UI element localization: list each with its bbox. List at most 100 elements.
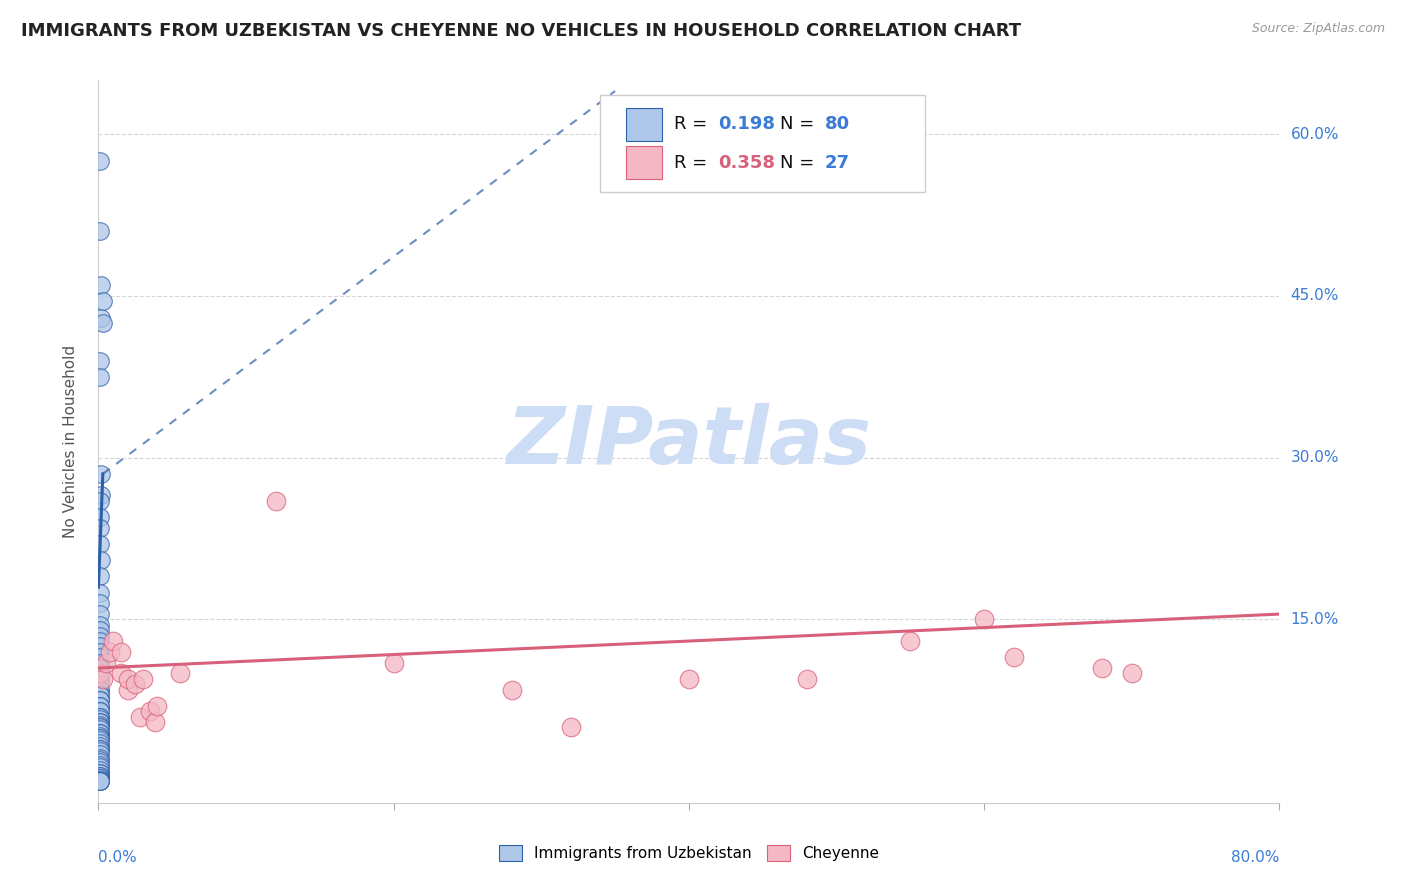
Point	[560, 720, 582, 734]
Text: 30.0%: 30.0%	[1291, 450, 1339, 466]
Text: 0.0%: 0.0%	[98, 850, 138, 864]
Point	[89, 640, 111, 654]
Point	[89, 585, 111, 599]
Point	[1121, 666, 1143, 681]
Point	[90, 310, 112, 325]
Point	[89, 569, 111, 583]
Point	[264, 493, 287, 508]
Text: 60.0%: 60.0%	[1291, 127, 1339, 142]
Point	[89, 672, 111, 686]
Point	[89, 718, 111, 732]
Legend: Immigrants from Uzbekistan, Cheyenne: Immigrants from Uzbekistan, Cheyenne	[492, 839, 886, 867]
Point	[89, 773, 111, 788]
Y-axis label: No Vehicles in Household: No Vehicles in Household	[63, 345, 77, 538]
Point	[89, 629, 111, 643]
Point	[89, 714, 111, 729]
Point	[89, 709, 111, 723]
Point	[169, 666, 191, 681]
Point	[89, 744, 111, 758]
Point	[1091, 661, 1114, 675]
Point	[89, 771, 111, 785]
Point	[89, 729, 111, 743]
Point	[89, 769, 111, 783]
Point	[89, 693, 111, 707]
Point	[90, 467, 112, 481]
Text: 80: 80	[825, 115, 849, 134]
Text: 80.0%: 80.0%	[1232, 850, 1279, 864]
Text: N =: N =	[780, 153, 820, 171]
Point	[89, 656, 111, 670]
Point	[89, 753, 111, 767]
FancyBboxPatch shape	[626, 108, 662, 141]
Point	[89, 677, 111, 691]
Point	[89, 521, 111, 535]
Point	[89, 720, 111, 734]
Text: ZIPatlas: ZIPatlas	[506, 402, 872, 481]
Point	[132, 672, 155, 686]
Point	[89, 725, 111, 739]
Point	[89, 750, 111, 764]
Point	[98, 645, 121, 659]
Point	[89, 709, 111, 723]
Point	[89, 634, 111, 648]
Point	[89, 739, 111, 753]
Point	[139, 704, 162, 718]
Point	[89, 731, 111, 745]
Text: Source: ZipAtlas.com: Source: ZipAtlas.com	[1251, 22, 1385, 36]
Point	[89, 693, 111, 707]
Point	[89, 704, 111, 718]
Text: 0.198: 0.198	[718, 115, 776, 134]
Text: R =: R =	[673, 153, 713, 171]
Text: IMMIGRANTS FROM UZBEKISTAN VS CHEYENNE NO VEHICLES IN HOUSEHOLD CORRELATION CHAR: IMMIGRANTS FROM UZBEKISTAN VS CHEYENNE N…	[21, 22, 1021, 40]
Point	[89, 771, 111, 785]
Point	[89, 682, 111, 697]
Point	[89, 769, 111, 783]
Point	[382, 656, 405, 670]
Point	[90, 488, 112, 502]
Point	[89, 774, 111, 789]
Point	[89, 760, 111, 774]
Point	[94, 656, 117, 670]
Point	[128, 709, 150, 723]
Point	[90, 553, 112, 567]
Point	[89, 742, 111, 756]
Text: N =: N =	[780, 115, 820, 134]
Point	[89, 682, 111, 697]
Point	[89, 774, 111, 789]
Point	[89, 758, 111, 772]
Point	[89, 747, 111, 762]
Point	[89, 493, 111, 508]
Text: 45.0%: 45.0%	[1291, 288, 1339, 303]
Point	[89, 742, 111, 756]
Text: 0.358: 0.358	[718, 153, 776, 171]
Point	[900, 634, 922, 648]
FancyBboxPatch shape	[626, 146, 662, 179]
Point	[143, 714, 166, 729]
Point	[89, 773, 111, 788]
Point	[796, 672, 818, 686]
Point	[110, 666, 132, 681]
Point	[89, 714, 111, 729]
Point	[1002, 650, 1025, 665]
Point	[89, 618, 111, 632]
Point	[973, 612, 995, 626]
Point	[124, 677, 146, 691]
Point	[89, 688, 111, 702]
Point	[89, 369, 111, 384]
Point	[89, 666, 111, 681]
Point	[89, 688, 111, 702]
Point	[89, 725, 111, 739]
FancyBboxPatch shape	[600, 95, 925, 193]
Point	[89, 755, 111, 769]
Point	[89, 624, 111, 638]
Point	[89, 765, 111, 780]
Point	[110, 645, 132, 659]
Point	[117, 682, 139, 697]
Point	[89, 154, 111, 169]
Point	[91, 294, 114, 309]
Point	[117, 672, 139, 686]
Point	[91, 672, 114, 686]
Point	[89, 650, 111, 665]
Point	[89, 698, 111, 713]
Point	[89, 723, 111, 737]
